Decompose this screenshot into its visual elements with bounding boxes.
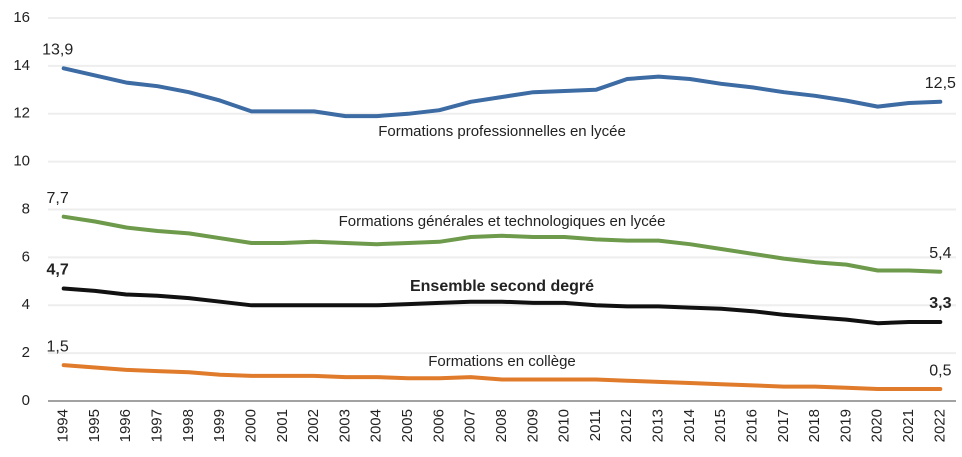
x-tick-label: 2008 bbox=[493, 409, 510, 442]
x-tick-label: 2020 bbox=[869, 409, 886, 442]
series-label: Ensemble second degré bbox=[410, 278, 594, 295]
x-tick-label: 1995 bbox=[86, 409, 103, 442]
x-tick-label: 2014 bbox=[681, 409, 698, 442]
x-tick-label: 2017 bbox=[775, 409, 792, 442]
y-tick-label: 12 bbox=[13, 105, 30, 122]
x-tick-label: 2018 bbox=[806, 409, 823, 442]
x-tick-label: 2002 bbox=[305, 409, 322, 442]
y-tick-label: 14 bbox=[13, 57, 30, 74]
x-tick-label: 1999 bbox=[211, 409, 228, 442]
data-label: 4,7 bbox=[47, 262, 69, 279]
data-label: 12,5 bbox=[925, 75, 956, 92]
y-tick-label: 10 bbox=[13, 153, 30, 170]
x-tick-label: 1994 bbox=[55, 409, 72, 442]
x-tick-label: 2011 bbox=[587, 409, 604, 441]
x-tick-label: 2005 bbox=[399, 409, 416, 442]
x-tick-label: 2019 bbox=[837, 409, 854, 442]
x-tick-label: 2009 bbox=[524, 409, 541, 442]
x-tick-label: 2022 bbox=[931, 409, 948, 442]
x-tick-label: 1997 bbox=[149, 409, 166, 442]
x-tick-label: 2001 bbox=[274, 409, 291, 442]
data-label: 0,5 bbox=[929, 362, 951, 379]
y-tick-label: 8 bbox=[22, 200, 30, 217]
data-label: 5,4 bbox=[929, 245, 951, 262]
y-tick-label: 4 bbox=[22, 296, 30, 313]
series-label: Formations générales et technologiques e… bbox=[339, 213, 666, 230]
x-tick-label: 2015 bbox=[712, 409, 729, 442]
y-tick-label: 2 bbox=[22, 344, 30, 361]
series-line bbox=[61, 214, 943, 274]
x-tick-label: 2007 bbox=[462, 409, 479, 442]
y-tick-label: 6 bbox=[22, 248, 30, 265]
x-tick-label: 2021 bbox=[900, 409, 917, 442]
x-tick-label: 1996 bbox=[117, 409, 134, 442]
x-tick-label: 2012 bbox=[618, 409, 635, 442]
series-line bbox=[61, 66, 943, 119]
x-tick-label: 1998 bbox=[180, 409, 197, 442]
series-label: Formations en collège bbox=[428, 353, 576, 370]
data-label: 13,9 bbox=[42, 41, 73, 58]
x-tick-label: 2003 bbox=[336, 409, 353, 442]
x-tick-label: 2016 bbox=[743, 409, 760, 442]
x-tick-label: 2004 bbox=[368, 409, 385, 442]
data-label: 7,7 bbox=[47, 190, 69, 207]
series-line bbox=[61, 363, 943, 391]
series-line bbox=[61, 286, 943, 326]
x-tick-label: 2013 bbox=[650, 409, 667, 442]
data-label: 1,5 bbox=[47, 338, 69, 355]
x-tick-label: 2010 bbox=[556, 409, 573, 442]
y-tick-label: 16 bbox=[13, 9, 30, 26]
series-label: Formations professionnelles en lycée bbox=[378, 123, 626, 140]
x-tick-label: 2006 bbox=[430, 409, 447, 442]
y-tick-label: 0 bbox=[22, 392, 30, 409]
x-tick-label: 2000 bbox=[242, 409, 259, 442]
data-label: 3,3 bbox=[929, 295, 951, 312]
